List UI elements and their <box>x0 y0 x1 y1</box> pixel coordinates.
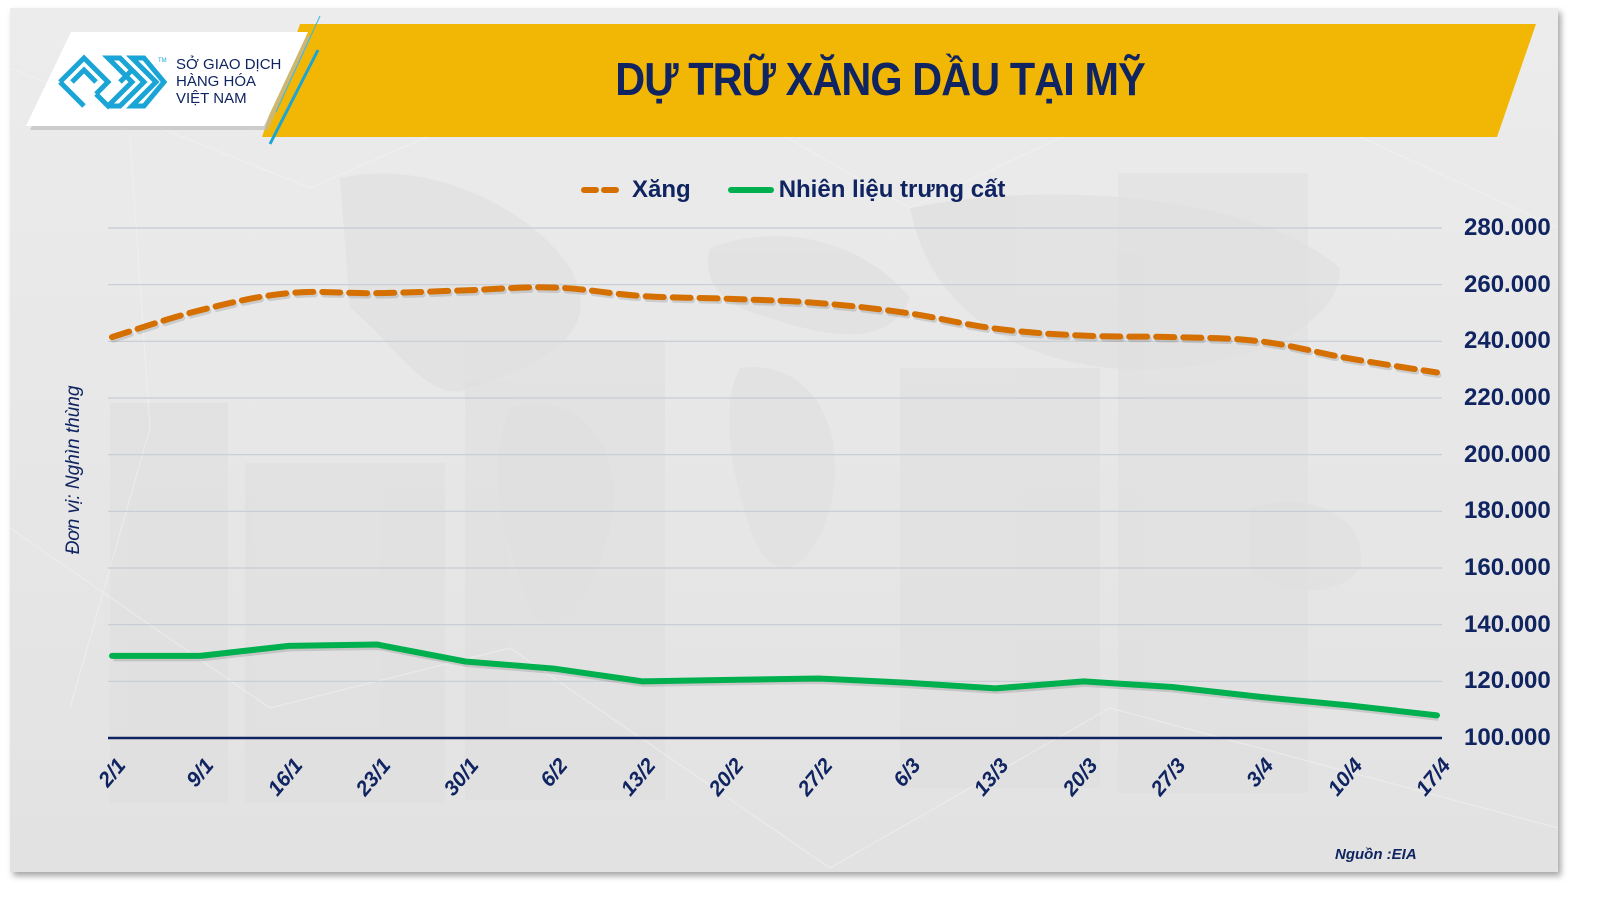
chart-legend: Xăng Nhiên liệu trưng cất <box>580 176 1031 204</box>
y-axis-title: Đơn vị: Nghìn thùng <box>63 385 84 555</box>
distillate-line <box>109 641 1440 719</box>
page-title: DỰ TRỮ XĂNG DẦU TẠI MỸ <box>615 53 1145 105</box>
y-tick-label: 160.000 <box>1464 554 1551 581</box>
y-tick-label: 180.000 <box>1464 497 1551 525</box>
legend-item-distillate: Nhiên liệu trưng cất <box>727 176 1006 204</box>
y-tick-label: 140.000 <box>1464 610 1551 638</box>
y-tick-label: 200.000 <box>1464 440 1551 468</box>
y-tick-label: 280.000 <box>1464 214 1551 241</box>
y-tick-label: 240.000 <box>1464 327 1551 355</box>
solid-line-swatch-icon <box>727 187 774 193</box>
line-chart-plot <box>108 227 1442 740</box>
header-banner <box>26 15 1536 145</box>
logo-panel <box>26 32 308 126</box>
legend-label-gasoline: Xăng <box>632 176 691 203</box>
y-tick-label: 100.000 <box>1464 724 1551 751</box>
title-banner-shape <box>262 24 1536 137</box>
logo-text: SỞ GIAO DỊCH HÀNG HÓA VIỆT NAM <box>176 56 281 107</box>
logo-line-3: VIỆT NAM <box>176 90 247 107</box>
legend-label-distillate: Nhiên liệu trưng cất <box>778 176 1006 203</box>
legend-item-gasoline: Xăng <box>580 176 691 204</box>
trademark-symbol: TM <box>158 58 167 64</box>
y-tick-label: 220.000 <box>1464 384 1551 411</box>
source-note: Nguồn :EIA <box>1335 846 1417 863</box>
logo-line-2: HÀNG HÓA <box>176 73 257 90</box>
y-tick-label: 120.000 <box>1464 667 1551 695</box>
gasoline-line <box>109 284 1440 376</box>
mxv-logo-icon <box>58 54 168 110</box>
y-tick-label: 260.000 <box>1464 270 1551 298</box>
dashed-line-swatch-icon <box>581 187 627 193</box>
logo-line-1: SỞ GIAO DỊCH <box>176 56 282 73</box>
chart-card: TM SỞ GIAO DỊCH HÀNG HÓA VIỆT NAM DỰ TRỮ… <box>10 8 1558 872</box>
